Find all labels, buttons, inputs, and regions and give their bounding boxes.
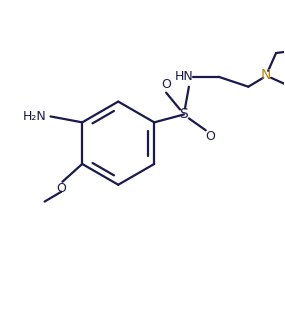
Text: S: S	[180, 107, 188, 121]
Text: O: O	[56, 182, 66, 195]
Text: O: O	[205, 130, 215, 143]
Text: HN: HN	[175, 70, 193, 83]
Text: N: N	[261, 68, 271, 82]
Text: O: O	[161, 78, 171, 91]
Text: H₂N: H₂N	[23, 110, 46, 123]
